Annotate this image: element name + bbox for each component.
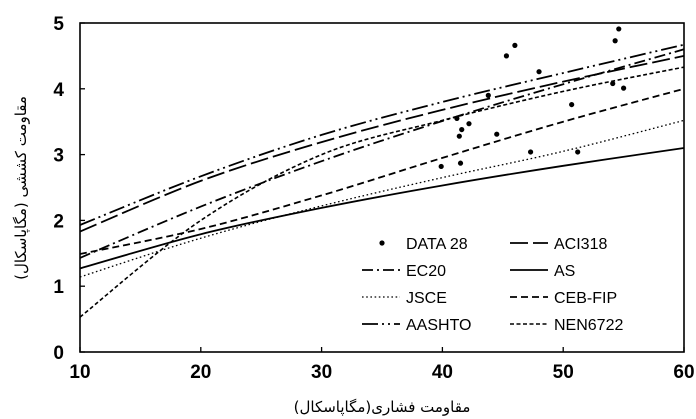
data-point	[512, 42, 518, 48]
series-line-aashto	[79, 43, 685, 226]
legend-item-aci318: ACI318	[510, 236, 607, 253]
data-point	[610, 80, 616, 87]
data-point	[575, 149, 581, 155]
legend-label: CEB-FIP	[554, 290, 617, 307]
legend: DATA 28 ACI318 EC20 AS JSCE CEB-FIP AASHTO NEN6…	[362, 236, 623, 334]
data-point	[621, 85, 627, 91]
data-point	[616, 26, 622, 32]
legend-item-ec20: EC20	[362, 263, 446, 280]
data-point	[494, 131, 500, 137]
y-tick-label: 2	[53, 211, 64, 232]
legend-label: AASHTO	[406, 317, 472, 334]
scatter-points-layer	[438, 26, 627, 170]
legend-item-ceb-fip: CEB-FIP	[510, 290, 617, 307]
data-point	[459, 126, 465, 133]
data-point	[569, 101, 575, 108]
x-tick-label: 10	[69, 362, 90, 383]
legend-label: AS	[554, 263, 575, 280]
data-point	[454, 115, 460, 122]
legend-label: JSCE	[406, 290, 447, 307]
data-point	[527, 149, 534, 155]
y-tick-label: 4	[53, 80, 64, 101]
x-axis-label: مقاومت فشاری(مگاپاسکال)	[294, 398, 471, 417]
series-line-nen6722	[79, 66, 685, 318]
legend-item-as: AS	[510, 263, 575, 280]
y-tick-label: 3	[53, 146, 64, 167]
legend-label: DATA 28	[406, 236, 468, 253]
series-line-as	[79, 147, 685, 270]
x-tick-label: 60	[673, 362, 694, 383]
series-layer	[79, 43, 685, 318]
y-tick-label: 1	[53, 277, 64, 298]
x-tick-label: 30	[311, 362, 332, 383]
series-line-ec20	[79, 48, 685, 259]
data-point	[466, 121, 472, 127]
x-tick-label: 50	[553, 362, 574, 383]
data-point	[536, 69, 542, 75]
data-point	[438, 163, 444, 170]
data-point	[456, 133, 462, 139]
legend-label: NEN6722	[554, 317, 623, 334]
legend-item-data-28: DATA 28	[379, 236, 468, 253]
y-axis-label: مقاومت کششی (مگاپاسکال)	[12, 96, 31, 280]
data-point	[503, 53, 510, 59]
legend-item-aashto: AASHTO	[362, 317, 472, 334]
y-tick-label: 5	[53, 14, 64, 35]
y-tick-label: 0	[53, 343, 64, 364]
x-tick-label: 40	[432, 362, 453, 383]
data-point	[612, 38, 618, 44]
legend-marker	[379, 240, 385, 246]
data-point	[457, 160, 464, 166]
legend-item-jsce: JSCE	[362, 290, 447, 307]
legend-item-nen6722: NEN6722	[510, 317, 623, 334]
data-point	[485, 92, 491, 98]
ticks-layer: 10 20 30 40 50 60 0 1 2 3 4 5	[53, 14, 694, 383]
series-line-jsce	[79, 119, 685, 278]
x-tick-label: 20	[190, 362, 211, 383]
legend-label: EC20	[406, 263, 446, 280]
series-line-ceb-fip	[79, 87, 685, 255]
series-line-aci318	[79, 55, 685, 233]
legend-label: ACI318	[554, 236, 607, 253]
plot-frame	[79, 22, 685, 353]
